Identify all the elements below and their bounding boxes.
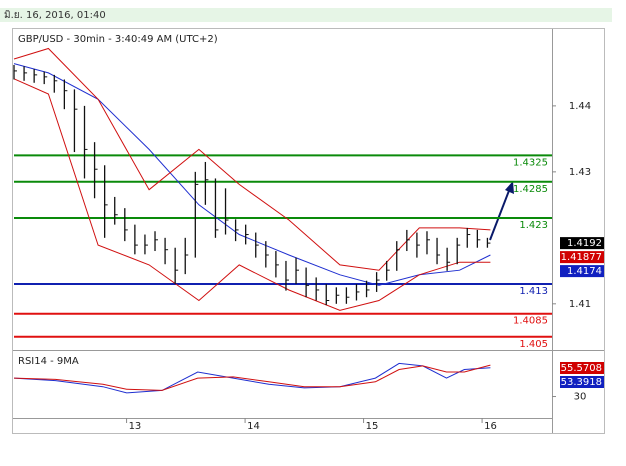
frame: [12, 28, 605, 434]
x-tick-label: 15: [366, 421, 379, 432]
x-tick-label: 16: [484, 421, 497, 432]
level-label: 1.4285: [513, 184, 548, 195]
level-label: 1.4325: [513, 157, 548, 168]
price-tag: 1.4192: [567, 238, 602, 249]
arrow-head: [505, 181, 514, 194]
date-label: มิ.ย. 16, 2016, 01:40: [4, 10, 106, 21]
level-label: 1.405: [519, 339, 548, 350]
price-tag: 1.4174: [567, 266, 602, 277]
level-label: 1.423: [519, 220, 548, 231]
indicator-line: [13, 47, 491, 271]
x-tick-label: 13: [129, 421, 142, 432]
price-tag-box: [560, 362, 604, 374]
chart-title: GBP/USD - 30min - 3:40:49 AM (UTC+2): [18, 34, 218, 45]
level-label: 1.4085: [513, 316, 548, 327]
price-tag: 1.41877: [561, 252, 602, 263]
y-tick-label: 1.44: [569, 101, 591, 112]
price-tag-box: [560, 265, 604, 278]
top-bar: [0, 8, 612, 22]
price-tag: 53.3918: [561, 377, 602, 388]
y-tick-label: 30: [574, 392, 587, 403]
price-tag-box: [560, 237, 604, 250]
indicator-line: [13, 78, 491, 311]
forecast-arrow: [489, 187, 511, 241]
rsi-title: RSI14 - 9MA: [18, 356, 79, 367]
level-label: 1.413: [519, 286, 548, 297]
y-tick-label: 1.41: [569, 299, 591, 310]
x-tick-label: 14: [247, 421, 260, 432]
price-tag: 55.5708: [561, 363, 602, 374]
rsi-line: [13, 364, 491, 391]
price-tag-box: [560, 251, 604, 264]
y-tick-label: 1.43: [569, 167, 591, 178]
price-tag-box: [560, 376, 604, 388]
rsi-line: [13, 362, 491, 394]
indicator-line: [13, 63, 491, 286]
